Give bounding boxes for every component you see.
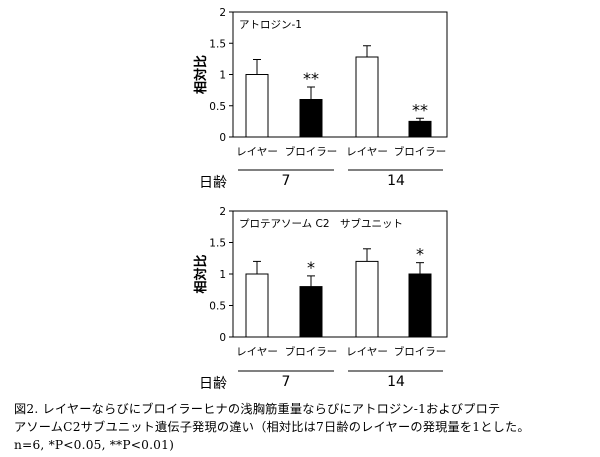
chart2-category-label: レイヤー — [346, 346, 388, 358]
chart1-title: アトロジン-1 — [239, 19, 302, 31]
chart2-significance-mark: * — [307, 258, 315, 277]
chart1-category-label: ブロイラー — [394, 145, 447, 158]
chart1-y-tick-label: 1.5 — [209, 38, 226, 50]
chart1-category-label: レイヤー — [236, 146, 278, 158]
chart1-y-axis-label: 相対比 — [193, 55, 209, 94]
chart1-bar — [299, 99, 323, 138]
chart2-y-tick-label: 2 — [219, 206, 226, 218]
chart1-y-tick-label: 2 — [219, 7, 226, 19]
chart1-y-tick-label: 1 — [219, 70, 226, 82]
chart1-bar — [355, 56, 379, 138]
caption-line-3: n=6, *P<0.05, **P<0.01) — [14, 438, 175, 452]
chart1-bar — [408, 120, 432, 138]
chart2-title: プロテアソーム C2 サブユニット — [239, 217, 403, 230]
chart2-bar — [245, 273, 269, 338]
chart2-bar — [299, 286, 323, 338]
chart1-category-label: ブロイラー — [285, 145, 338, 158]
chart1-age-group-label: 14 — [387, 173, 405, 189]
chart1-category-label: レイヤー — [346, 146, 388, 158]
chart2-category-label: ブロイラー — [285, 345, 338, 358]
chart2-y-tick-label: 0 — [219, 332, 226, 344]
chart1-y-tick-label: 0 — [219, 132, 226, 144]
chart2-age-group-label: 7 — [282, 374, 291, 390]
chart2-y-tick-label: 1 — [219, 269, 226, 281]
caption-line-1: 図2. レイヤーならびにブロイラーヒナの浅胸筋重量ならびにアトロジン-1およびプ… — [14, 402, 501, 416]
chart1-significance-mark: ** — [412, 100, 428, 119]
figure-caption: 図2. レイヤーならびにブロイラーヒナの浅胸筋重量ならびにアトロジン-1およびプ… — [14, 400, 598, 454]
chart2-significance-mark: * — [416, 245, 424, 264]
chart1-bar — [245, 74, 269, 138]
chart2-age-label: 日齢 — [199, 376, 227, 392]
chart2-age-group-label: 14 — [387, 374, 405, 390]
caption-line-2: アソームC2サブユニット遺伝子発現の違い（相対比は7日齢のレイヤーの発現量を1と… — [14, 420, 530, 434]
chart1-significance-mark: ** — [303, 69, 319, 88]
chart2-bar — [355, 260, 379, 338]
chart2-y-tick-label: 0.5 — [209, 301, 226, 313]
chart1-y-tick-label: 0.5 — [209, 101, 226, 113]
chart2-bar — [408, 273, 432, 338]
chart1-age-label: 日齢 — [199, 175, 227, 191]
chart2-category-label: レイヤー — [236, 346, 278, 358]
chart2-category-label: ブロイラー — [394, 345, 447, 358]
chart2-y-tick-label: 1.5 — [209, 238, 226, 250]
chart2-y-axis-label: 相対比 — [193, 254, 209, 293]
chart1-age-group-label: 7 — [282, 173, 291, 189]
